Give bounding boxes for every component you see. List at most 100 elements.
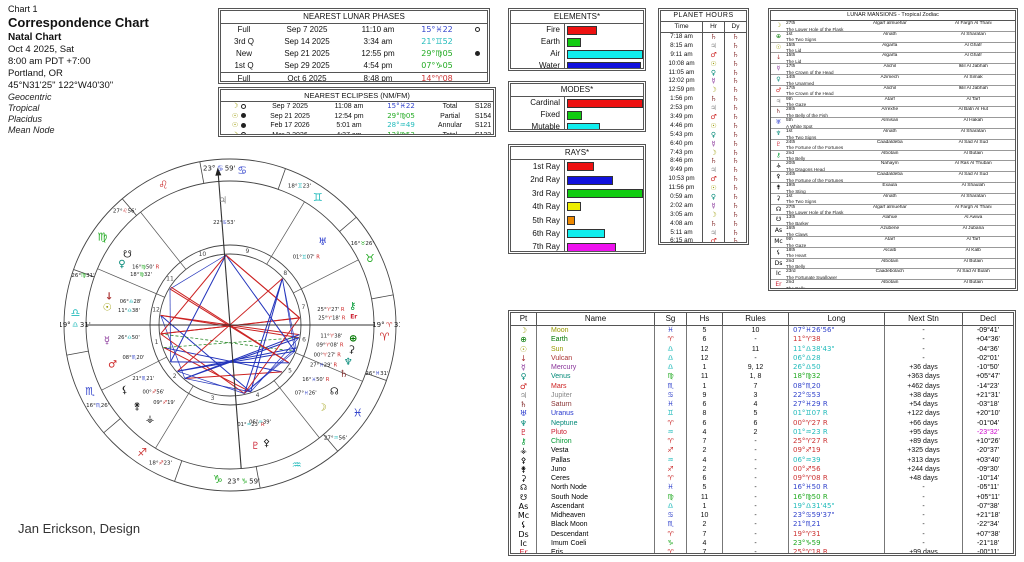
planet-table-col-nextstn: Next Stn [885, 313, 963, 325]
planet-next-station: +99 days [885, 548, 963, 553]
new-moon-icon [241, 113, 247, 118]
eclipse-row: ☉ Sep 21 2025 12:54 pm 29°♍05 Partial S154 [221, 112, 493, 122]
mansion-arabic-name: Al Sharatan [960, 193, 986, 199]
planet-longitude: 11°♈38 [789, 335, 885, 345]
phase-name: Full [237, 74, 251, 82]
planet-name: Vesta [537, 446, 655, 456]
mansion-ordinal: 27th [786, 204, 796, 210]
planet-declination: -09°41' [976, 327, 1000, 334]
degree-label-part: 11° [118, 308, 128, 314]
mansion-ordinal: 13th [786, 215, 796, 221]
mansion-name: Caadaldeba [876, 139, 903, 145]
planet-house: 5 [687, 326, 723, 336]
mansion-meaning: The Claws [786, 231, 808, 237]
planet-hour-row: 11:05 am ♀ ♄ [661, 68, 746, 78]
planet-hour-row: 7:43 pm ☽ ♄ [661, 148, 746, 158]
degree-label-part: R [259, 422, 265, 428]
modes-bar [567, 122, 601, 129]
cusp-label-part: 31' [80, 321, 91, 329]
planet-declination: -22°34' [976, 521, 1000, 529]
mansion-arabic-name: Al Butain [963, 258, 983, 264]
planet-hour-row: 2:53 pm ♃ ♄ [661, 104, 746, 114]
mansion-name: Alnath [882, 128, 897, 134]
planet-longitude: 01°♊07 R [789, 409, 885, 419]
phase-date: Sep 7 2025 [286, 25, 328, 34]
mansion-row-ceres: ⚳ 1st Alnath Al Sharatan The Two Signs [771, 194, 1015, 205]
planet-house: 2 [687, 446, 723, 456]
jupiter-icon: ♃ [511, 390, 537, 400]
day-ruler-glyph: ♄ [732, 95, 739, 104]
aspect-line-vesta-pallas [184, 378, 251, 393]
aspect-line-mercury-pluto [160, 333, 245, 394]
hour-ruler-glyph: ♀ [703, 68, 725, 78]
degree-label-part: 26' [309, 390, 317, 396]
planet-table-col-rules: Rules [723, 313, 789, 325]
hour-ruler-glyph: ♃ [703, 41, 725, 51]
planet-next-station: - [885, 511, 963, 521]
planet-hour-row: 10:53 pm ♂ ♄ [661, 175, 746, 185]
degree-label-part: R [332, 363, 338, 369]
mansion-ordinal: 18th [786, 247, 796, 253]
mansion-body: 24th Caadaldeba Al Sad Al Sud The Fortune o… [786, 172, 1015, 183]
modes-bar-row: Fixed [511, 109, 643, 121]
hour-ruler-glyph: ♀ [703, 193, 725, 202]
sign-scorpio-icon: ♏ [85, 385, 95, 398]
sign-aries-icon: ♈ [380, 331, 390, 344]
house-number-1: 1 [155, 339, 159, 346]
hour-time: 6:15 am [661, 237, 703, 242]
midheaven-icon: Mc [511, 511, 537, 521]
phase-name: Full [237, 25, 251, 34]
degree-label-part: 38' [132, 308, 140, 314]
cusp-label-part: ♐ [159, 461, 164, 467]
cusp-label-part: 31' [380, 371, 389, 377]
hour-ruler-glyph: ♂ [703, 50, 725, 60]
natal-chart-wheel: ♈ ♉ ♊ ♋ ♌ ♍ ♎ ♏ ♐ ♑ ♒ ♓ 1 2 3 4 5 6 7 8 9 10 11 12 19° ♎ 31' 16°♏26… [58, 155, 405, 495]
cusp-label-7: 19°♈31' [372, 321, 400, 329]
planet-longitude: 06°♎28 [789, 353, 885, 363]
rays-bar [567, 242, 617, 251]
eclipse-luminary: ☉ [221, 112, 257, 122]
planet-name: Descendant [537, 529, 655, 539]
mansion-name: Exaula [882, 182, 898, 188]
phase-name: 3rd Q [233, 37, 254, 46]
planet-sign: ♊ [655, 409, 687, 419]
elements-rows: Fire Earth Air Water [511, 24, 643, 68]
eclipse-type: Partial [440, 112, 460, 120]
planet-row-neptune: ♆ Neptune ♈ 6 6 00°♈27 R +66 days -01°04' [511, 418, 1013, 428]
planet-hours-rows: 7:18 am ♄ ♄ 8:15 am ♃ ♄ 9:11 am ♂ ♄ 10:08 am ☉ ♄ 11:… [661, 33, 746, 242]
planet-hour-row: 12:02 pm ☿ ♄ [661, 77, 746, 87]
planet-row-imum-coeli: Ic Imum Coeli ♑ 4-23°♑59- -21°18' [511, 538, 1013, 548]
cusp-label-part: 18° [149, 461, 159, 467]
planet-name: Earth [537, 335, 655, 345]
neptune-icon: ♆ [511, 418, 537, 428]
planet-table-col-long: Long [789, 313, 885, 325]
juno-icon: ⚵ [776, 183, 781, 191]
house-number-10: 10 [199, 251, 207, 258]
planet-sign: ♒ [655, 427, 687, 437]
vesta-icon: ⚶ [511, 446, 537, 456]
black-moon-icon: ⚸ [121, 385, 128, 396]
sign-virgo-icon: ♍ [97, 231, 107, 244]
modes-bar-row: Cardinal [511, 97, 643, 109]
degree-label-part: 27° [310, 363, 320, 369]
midheaven-icon: Mc [774, 237, 783, 245]
elements-bar-area [565, 49, 643, 59]
cusp-label-part: 26' [101, 403, 110, 409]
elements-bar [567, 49, 643, 59]
mercury-icon: ☿ [776, 65, 781, 73]
planet-row-mars: ♂ Mars ♏ 1 7 08°♏20 +462 days -14°23' [511, 381, 1013, 391]
planet-sign: ♈ [655, 474, 687, 484]
elements-bar [567, 25, 598, 35]
mansion-name: Atarf [884, 236, 895, 242]
lunar-phase-row: Full Sep 7 2025 11:10 am 15°♓22 [221, 24, 487, 36]
rays-bar [567, 188, 643, 198]
degree-label-part: 08° [122, 355, 132, 361]
planet-row-pluto: ♇ Pluto ♒ 4 2 01°♒23 R +95 days -23°32' [511, 427, 1013, 437]
hour-ruler-glyph: ♂ [703, 175, 725, 185]
lunar-mansions-title: LUNAR MANSIONS - Tropical Zodiac [771, 11, 1015, 21]
degree-label-part: ♈ [330, 334, 335, 340]
sun-icon: ☉ [103, 302, 112, 313]
degree-label-part: 16° [302, 377, 312, 383]
mansion-meaning: The Two Signs [786, 199, 817, 205]
